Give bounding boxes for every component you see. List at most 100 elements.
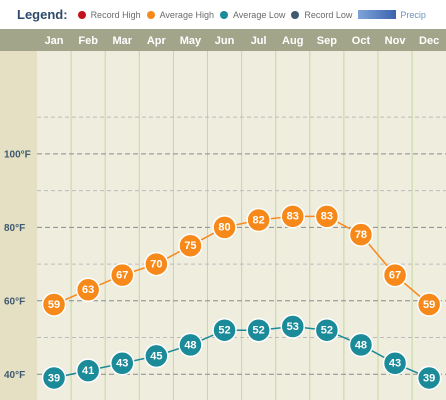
average-low-data-label: 53 [287, 321, 299, 333]
average-high-data-label: 59 [48, 299, 60, 311]
record-low-dot-icon [291, 10, 300, 19]
average-high-marker [178, 233, 203, 258]
average-low-marker [314, 317, 340, 343]
average-low-point: 39 [416, 365, 442, 391]
average-high-point: 75 [178, 233, 203, 258]
month-header [0, 29, 446, 51]
average-high-data-label: 80 [218, 222, 230, 234]
month-label: Jan [45, 35, 64, 47]
average-low-data-label: 39 [423, 372, 435, 384]
average-high-marker [75, 277, 101, 303]
average-low-data-label: 41 [82, 365, 94, 377]
legend-label-record-low: Record Low [304, 9, 353, 20]
average-low-marker [110, 351, 135, 376]
average-high-point: 63 [75, 277, 101, 303]
y-tick-label: 40°F [4, 370, 25, 381]
month-label: Jul [251, 35, 267, 47]
average-high-data-label: 82 [253, 214, 265, 226]
average-low-data-label: 52 [253, 325, 265, 337]
month-label: Dec [419, 35, 439, 47]
average-low-marker [416, 365, 442, 391]
average-low-data-label: 39 [48, 372, 60, 384]
average-low-point: 43 [110, 351, 135, 376]
average-high-point: 59 [416, 292, 442, 317]
month-label: Feb [78, 35, 98, 47]
legend-label-precip: Precip [400, 9, 426, 20]
average-low-data-label: 48 [184, 339, 196, 351]
average-high-data-label: 75 [184, 240, 196, 252]
month-label: May [180, 35, 202, 47]
average-high-data-label: 70 [150, 258, 162, 270]
month-label: Oct [352, 35, 371, 47]
legend-label-record-high: Record High [90, 9, 141, 20]
average-low-data-label: 48 [355, 339, 367, 351]
average-high-marker [110, 262, 135, 288]
average-high-marker [348, 222, 374, 247]
average-high-data-label: 67 [389, 270, 401, 282]
legend-label-average-high: Average High [159, 9, 214, 20]
average-high-point: 59 [41, 292, 67, 317]
average-high-marker [41, 292, 67, 317]
average-low-point: 43 [382, 351, 408, 376]
average-high-point: 67 [110, 262, 135, 288]
average-low-point: 52 [212, 317, 237, 343]
average-high-marker [246, 207, 271, 233]
average-low-marker [75, 358, 101, 383]
month-label: Nov [385, 35, 407, 47]
average-low-point: 48 [178, 332, 203, 358]
legend-label-average-low: Average Low [232, 9, 286, 20]
average-high-point: 67 [382, 262, 408, 288]
legend-item-record-low[interactable]: Record Low [291, 10, 352, 20]
average-low-point: 52 [246, 317, 271, 343]
average-high-marker [382, 262, 408, 288]
average-high-point: 78 [348, 222, 374, 247]
average-low-marker [246, 317, 271, 343]
average-low-marker [348, 332, 374, 358]
y-axis-gutter [0, 51, 37, 400]
average-high-data-label: 83 [287, 211, 299, 223]
average-high-data-label: 63 [82, 284, 94, 296]
legend-item-record-high[interactable]: Record High [77, 9, 141, 20]
average-low-data-label: 52 [218, 325, 230, 337]
average-low-dot-icon [219, 10, 228, 19]
y-tick-label: 60°F [4, 296, 25, 307]
average-low-marker [144, 343, 169, 369]
average-high-point: 82 [246, 207, 271, 233]
y-tick-label: 80°F [4, 223, 25, 234]
average-low-marker [41, 365, 67, 391]
average-high-marker [212, 215, 237, 240]
average-high-dot-icon [146, 10, 155, 19]
average-low-point: 39 [41, 365, 67, 391]
plot-background [0, 29, 446, 400]
average-low-point: 48 [348, 332, 374, 358]
month-label: Aug [282, 35, 303, 47]
average-high-point: 80 [212, 215, 237, 240]
temperature-chart: 100°F 80°F 60°F 40°F Jan Feb Mar Apr May Jun Jul Au… [0, 29, 446, 400]
average-high-point: 83 [314, 204, 340, 229]
legend-bar: Legend: Record High Average High Average… [0, 0, 446, 29]
record-high-dot-icon [77, 10, 86, 19]
legend-item-average-high[interactable]: Average High [146, 9, 214, 20]
average-high-data-label: 78 [355, 229, 367, 241]
average-low-point: 53 [280, 314, 305, 339]
average-low-data-label: 43 [389, 358, 401, 370]
average-high-point: 70 [144, 251, 169, 277]
average-low-marker [212, 317, 237, 343]
average-low-data-label: 45 [150, 350, 162, 362]
average-low-point: 41 [75, 358, 101, 383]
average-high-data-label: 83 [321, 211, 333, 223]
average-low-data-label: 52 [321, 325, 333, 337]
average-low-marker [382, 351, 408, 376]
legend-title: Legend: [17, 7, 68, 22]
legend-item-precip[interactable]: Precip [358, 10, 426, 20]
average-high-marker [416, 292, 442, 317]
y-tick-label: 100°F [4, 150, 31, 161]
month-label: Mar [112, 35, 132, 47]
legend-item-average-low[interactable]: Average Low [219, 9, 286, 20]
average-high-data-label: 67 [116, 270, 128, 282]
average-high-point: 83 [280, 204, 305, 229]
average-low-marker [280, 314, 305, 339]
average-low-marker [178, 332, 203, 358]
precip-swatch-icon [358, 10, 397, 19]
average-high-marker [314, 204, 340, 229]
